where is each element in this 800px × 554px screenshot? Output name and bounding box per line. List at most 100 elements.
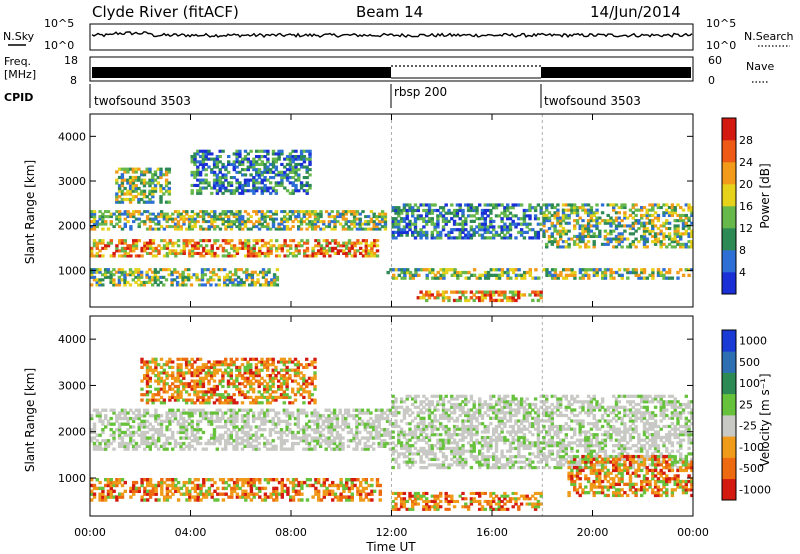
echo-cell <box>528 293 532 297</box>
echo-cell <box>466 203 471 207</box>
echo-cell <box>373 254 377 258</box>
echo-cell <box>319 220 323 224</box>
echo-cell <box>441 397 446 401</box>
echo-cell <box>651 227 655 231</box>
echo-cell <box>413 225 418 229</box>
echo-cell <box>168 411 172 415</box>
echo-cell <box>402 435 407 440</box>
echo-cell <box>305 181 309 185</box>
echo-cell <box>547 452 552 456</box>
echo-cell <box>578 237 582 241</box>
echo-cell <box>148 278 152 282</box>
echo-cell <box>419 290 423 294</box>
echo-cell <box>475 433 479 437</box>
echo-cell <box>578 234 582 238</box>
echo-cell <box>279 441 284 446</box>
echo-cell <box>411 276 415 280</box>
echo-cell <box>297 173 301 177</box>
echo-cell <box>503 466 507 470</box>
echo-cell <box>570 419 574 423</box>
echo-cell <box>492 411 496 415</box>
echo-cell <box>345 251 349 255</box>
echo-cell <box>609 203 613 207</box>
echo-cell <box>229 433 233 437</box>
echo-cell <box>165 447 169 451</box>
echo-cell <box>372 441 376 446</box>
echo-cell <box>542 234 546 238</box>
echo-cell <box>202 249 206 253</box>
echo-cell <box>154 439 158 443</box>
echo-cell <box>206 268 210 272</box>
echo-cell <box>528 203 532 207</box>
echo-cell <box>255 168 259 172</box>
echo-cell <box>227 160 231 164</box>
echo-cell <box>681 227 686 231</box>
echo-cell <box>241 183 245 187</box>
echo-cell <box>210 422 214 426</box>
echo-cell <box>204 157 208 161</box>
echo-cell <box>380 441 384 446</box>
echo-cell <box>489 230 493 234</box>
echo-cell <box>405 455 409 459</box>
echo-cell <box>229 422 233 426</box>
echo-cell <box>195 275 199 279</box>
echo-cell <box>628 227 633 231</box>
echo-cell <box>556 397 560 401</box>
echo-cell <box>645 216 649 220</box>
echo-cell <box>229 225 234 229</box>
echo-cell <box>210 411 214 415</box>
echo-cell <box>184 436 189 440</box>
echo-cell <box>673 229 677 233</box>
echo-cell <box>255 170 259 174</box>
echo-cell <box>327 215 332 219</box>
echo-cell <box>242 283 246 287</box>
echo-cell <box>257 176 262 180</box>
echo-cell <box>159 444 164 448</box>
echo-cell <box>385 428 390 432</box>
echo-cell <box>645 240 649 244</box>
echo-cell <box>475 460 479 464</box>
echo-cell <box>441 446 446 450</box>
echo-cell <box>469 424 474 429</box>
echo-cell <box>302 425 306 429</box>
echo-cell <box>243 433 247 437</box>
echo-cell <box>359 246 363 250</box>
echo-cell <box>637 240 641 244</box>
echo-cell <box>305 222 309 226</box>
echo-cell <box>475 208 479 213</box>
echo-cell <box>258 249 262 253</box>
echo-cell <box>235 152 239 156</box>
echo-cell <box>494 290 499 294</box>
echo-cell <box>296 411 300 415</box>
echo-cell <box>123 273 127 277</box>
echo-cell <box>494 457 499 461</box>
echo-cell <box>153 270 158 274</box>
echo-cell <box>414 270 418 275</box>
echo-cell <box>308 215 312 219</box>
echo-cell <box>115 419 119 423</box>
echo-cell <box>314 251 318 255</box>
echo-cell <box>319 227 323 231</box>
colorbar-tick-label: 8 <box>739 244 746 257</box>
echo-cell <box>190 251 195 255</box>
echo-cell <box>506 208 510 213</box>
echo-cell <box>128 189 133 193</box>
echo-cell <box>168 239 172 243</box>
echo-cell <box>316 439 320 443</box>
echo-cell <box>545 441 549 445</box>
echo-cell <box>413 416 418 420</box>
echo-cell <box>358 439 362 443</box>
echo-cell <box>539 296 543 300</box>
echo-cell <box>492 225 496 229</box>
echo-cell <box>385 414 390 418</box>
echo-cell <box>157 422 161 426</box>
echo-cell <box>246 444 250 448</box>
echo-cell <box>311 212 315 216</box>
echo-cell <box>369 430 373 435</box>
echo-cell <box>556 435 560 440</box>
echo-cell <box>676 242 680 246</box>
echo-cell <box>414 273 418 277</box>
echo-cell <box>380 220 385 224</box>
echo-cell <box>394 405 398 409</box>
echo-cell <box>193 222 197 226</box>
